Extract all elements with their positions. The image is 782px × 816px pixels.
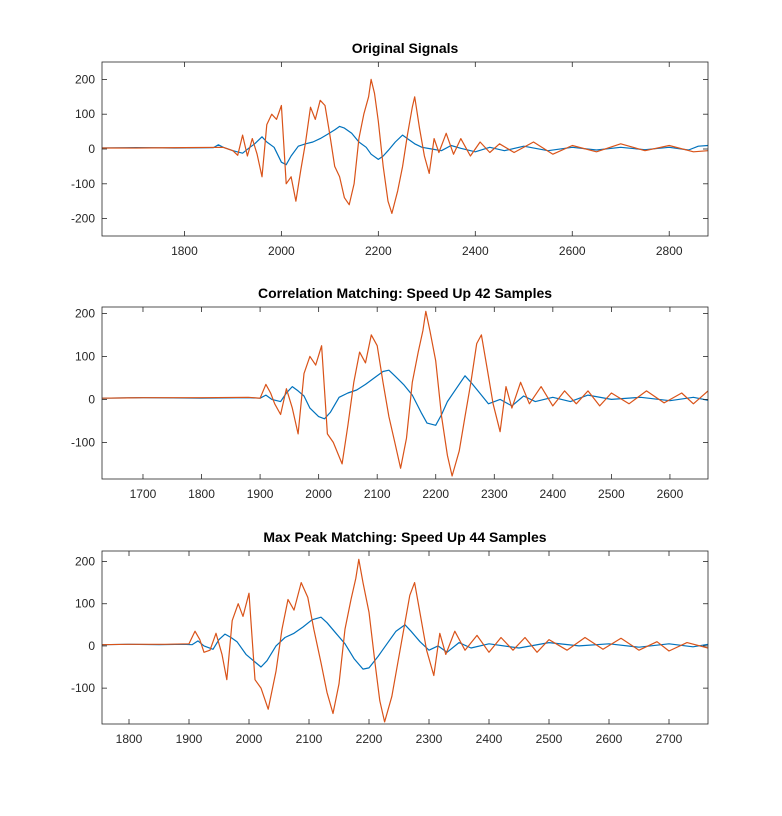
- y-tick-label: -100: [71, 177, 95, 191]
- x-tick-label: 2300: [481, 487, 508, 501]
- y-tick-label: 0: [88, 142, 95, 156]
- x-tick-label: 2700: [656, 732, 683, 746]
- x-tick-label: 2500: [536, 732, 563, 746]
- x-tick-label: 2100: [296, 732, 323, 746]
- y-tick-label: 0: [88, 639, 95, 653]
- x-tick-label: 2000: [236, 732, 263, 746]
- x-tick-label: 2800: [656, 244, 683, 258]
- chart-max-peak-matching: Max Peak Matching: Speed Up 44 Samples 1…: [71, 529, 709, 746]
- chart-title: Original Signals: [352, 40, 459, 56]
- chart-title: Max Peak Matching: Speed Up 44 Samples: [263, 529, 546, 545]
- x-tick-label: 1900: [176, 732, 203, 746]
- x-tick-label: 2000: [268, 244, 295, 258]
- x-tick-label: 1700: [130, 487, 157, 501]
- series-line-2: [102, 78, 708, 214]
- x-tick-label: 2100: [364, 487, 391, 501]
- chart-title: Correlation Matching: Speed Up 42 Sample…: [258, 285, 552, 301]
- y-tick-label: 200: [75, 555, 95, 569]
- x-tick-label: 2600: [596, 732, 623, 746]
- x-tick-label: 2400: [462, 244, 489, 258]
- plot-area: 1700 1800 1900 2000 2100 2200 2300 2400 2500 2600…: [71, 306, 709, 501]
- x-tick-label: 2200: [422, 487, 449, 501]
- y-tick-label: -100: [71, 681, 95, 695]
- x-tick-label: 2200: [365, 244, 392, 258]
- x-tick-label: 2400: [539, 487, 566, 501]
- y-tick-label: -100: [71, 435, 95, 449]
- chart-correlation-matching: Correlation Matching: Speed Up 42 Sample…: [71, 285, 709, 501]
- x-tick-label: 1900: [247, 487, 274, 501]
- x-tick-label: 2600: [657, 487, 684, 501]
- x-tick-label: 2300: [416, 732, 443, 746]
- series-line-1: [102, 125, 708, 166]
- plot-area: 1800 2000 2200 2400 2600 2800 -200 -100 0 100 200: [71, 61, 709, 258]
- y-tick-label: 200: [75, 72, 95, 86]
- x-tick-label: 2500: [598, 487, 625, 501]
- x-tick-label: 2400: [476, 732, 503, 746]
- x-tick-label: 1800: [116, 732, 143, 746]
- y-tick-label: 200: [75, 306, 95, 320]
- axes-box: [101, 550, 709, 725]
- axes-box: [101, 306, 709, 480]
- x-tick-label: 2200: [356, 732, 383, 746]
- plot-area: 1800 1900 2000 2100 2200 2300 2400 2500 2600 2700…: [71, 550, 709, 746]
- x-tick-label: 2000: [305, 487, 332, 501]
- y-tick-label: 100: [75, 107, 95, 121]
- y-tick-label: 0: [88, 392, 95, 406]
- y-tick-label: 100: [75, 597, 95, 611]
- y-tick-label: 100: [75, 349, 95, 363]
- series-line-2: [102, 558, 708, 723]
- series-line-2: [102, 310, 708, 477]
- x-tick-label: 2600: [559, 244, 586, 258]
- x-tick-label: 1800: [171, 244, 198, 258]
- chart-original-signals: Original Signals 1800 2000 2200 2400 2600 280…: [71, 40, 709, 258]
- x-tick-label: 1800: [188, 487, 215, 501]
- y-tick-label: -200: [71, 212, 95, 226]
